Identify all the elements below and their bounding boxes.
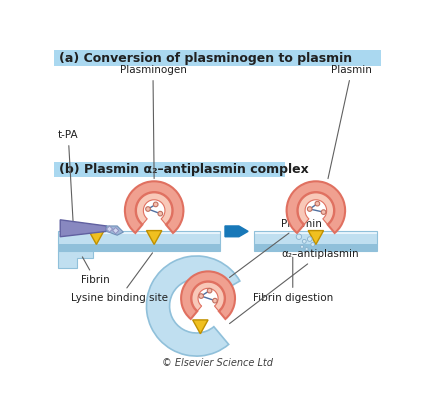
Bar <box>58 244 220 251</box>
Text: Fibrin digestion: Fibrin digestion <box>253 257 333 303</box>
Wedge shape <box>181 271 235 319</box>
Circle shape <box>305 247 308 251</box>
Polygon shape <box>106 226 123 235</box>
Wedge shape <box>146 256 240 356</box>
Circle shape <box>158 211 163 216</box>
Wedge shape <box>192 282 224 311</box>
Circle shape <box>213 298 217 303</box>
Circle shape <box>146 207 151 211</box>
Text: (a) Conversion of plasminogen to plasmin: (a) Conversion of plasminogen to plasmin <box>59 52 352 65</box>
Wedge shape <box>298 193 334 224</box>
Text: Fibrin: Fibrin <box>81 257 110 285</box>
Wedge shape <box>287 181 345 233</box>
Circle shape <box>301 245 304 248</box>
Text: Lysine binding site: Lysine binding site <box>71 253 168 303</box>
Bar <box>58 231 220 234</box>
Polygon shape <box>308 231 324 244</box>
Polygon shape <box>60 220 106 237</box>
Circle shape <box>311 242 315 247</box>
Bar <box>54 162 285 177</box>
Polygon shape <box>113 228 119 234</box>
Text: t-PA: t-PA <box>58 130 78 223</box>
FancyArrow shape <box>225 226 248 237</box>
Polygon shape <box>146 231 162 244</box>
Wedge shape <box>125 181 184 233</box>
Bar <box>58 231 220 244</box>
Bar <box>254 231 377 251</box>
Polygon shape <box>106 226 113 232</box>
Circle shape <box>296 234 301 239</box>
Circle shape <box>315 201 320 206</box>
Text: © Elsevier Science Ltd: © Elsevier Science Ltd <box>162 358 273 368</box>
Bar <box>54 50 380 66</box>
Circle shape <box>207 288 212 293</box>
Circle shape <box>302 239 306 243</box>
Circle shape <box>199 294 204 298</box>
Circle shape <box>307 237 312 241</box>
Wedge shape <box>137 193 172 224</box>
Polygon shape <box>192 320 208 334</box>
Bar <box>254 231 377 234</box>
Text: Plasmin: Plasmin <box>229 219 322 278</box>
Text: (b) Plasmin α₂–antiplasmin complex: (b) Plasmin α₂–antiplasmin complex <box>59 163 308 176</box>
Polygon shape <box>58 251 92 268</box>
Bar <box>254 231 377 244</box>
Circle shape <box>153 202 158 207</box>
Text: α₂–antiplasmin: α₂–antiplasmin <box>229 249 359 323</box>
Text: Plasmin: Plasmin <box>328 65 372 178</box>
Circle shape <box>321 210 326 214</box>
Circle shape <box>307 207 312 211</box>
Bar <box>254 244 377 251</box>
Bar <box>58 231 220 251</box>
Text: Plasminogen: Plasminogen <box>120 65 187 178</box>
Polygon shape <box>89 231 104 244</box>
